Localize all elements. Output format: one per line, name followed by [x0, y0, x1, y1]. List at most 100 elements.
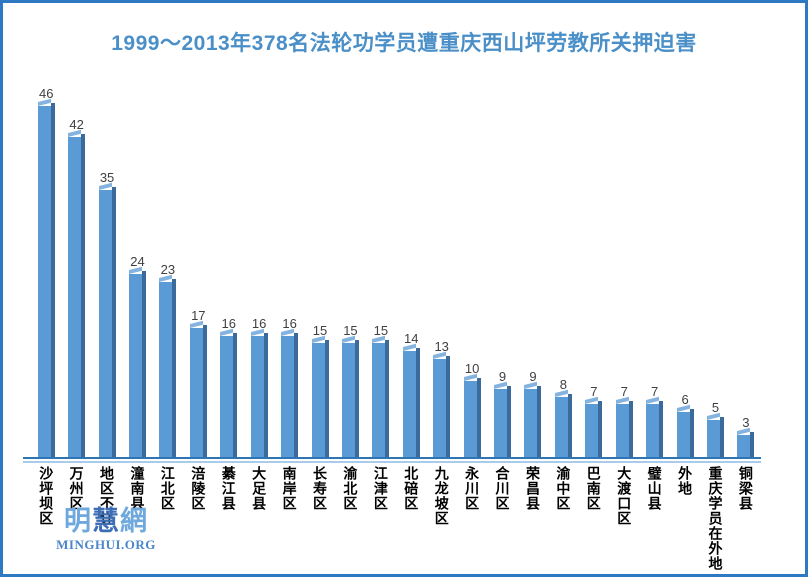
bar-side-face: [141, 271, 146, 458]
bar-column: 3: [731, 78, 761, 458]
category-label-column: 万州区: [61, 466, 91, 571]
bar-column: 13: [426, 78, 456, 458]
bar-front-face: [433, 359, 447, 458]
category-label: 万州区: [68, 466, 85, 511]
category-label-column: 荣昌县: [518, 466, 548, 571]
bar-column: 7: [639, 78, 669, 458]
bar: [128, 266, 146, 458]
category-label: 荣昌县: [524, 466, 541, 511]
bar-side-face: [294, 333, 299, 458]
bar-side-face: [719, 417, 724, 458]
bar-column: 7: [579, 78, 609, 458]
category-labels-row: 沙坪坝区 万州区 地区不详 潼南县 江北区 涪陵区 綦江县 大足县 南岸区 长寿区 渝北区 江津区 北碚…: [31, 466, 761, 571]
bar-top-face: [615, 396, 629, 404]
bar-front-face: [494, 389, 508, 458]
bar: [494, 381, 512, 458]
bar-value-label: 9: [529, 369, 537, 384]
category-label-column: 重庆学员在外地: [700, 466, 730, 571]
bar-side-face: [537, 386, 542, 458]
bar-value-label: 42: [69, 117, 84, 132]
bar: [676, 404, 694, 458]
bar-side-face: [202, 325, 207, 458]
category-label: 渝北区: [342, 466, 359, 511]
bar-front-face: [372, 343, 386, 458]
bar-value-label: 7: [590, 384, 598, 399]
bar-front-face: [98, 190, 112, 458]
bar: [706, 412, 724, 458]
bar-value-label: 17: [191, 308, 206, 323]
bar-value-label: 16: [251, 316, 267, 331]
bar-side-face: [81, 134, 86, 458]
minghui-url: MINGHUI.ORG: [56, 537, 156, 552]
category-label: 江北区: [159, 466, 176, 511]
bar-side-face: [598, 401, 603, 458]
category-label: 璧山县: [646, 466, 663, 511]
bar-top-face: [646, 396, 660, 404]
category-label: 北碚区: [403, 466, 420, 511]
bar-side-face: [659, 401, 664, 458]
bar-column: 16: [244, 78, 274, 458]
bar-side-face: [689, 409, 694, 458]
bar-front-face: [281, 336, 295, 458]
bar-column: 6: [670, 78, 700, 458]
bar-side-face: [507, 386, 512, 458]
bar-column: 16: [274, 78, 304, 458]
category-label-column: 綦江县: [214, 466, 244, 571]
bar-top-face: [706, 412, 720, 420]
bar-front-face: [646, 404, 660, 458]
category-label-column: 渝北区: [335, 466, 365, 571]
bar: [37, 98, 55, 458]
bar-value-label: 15: [312, 323, 328, 338]
category-label-column: 铜梁县: [731, 466, 761, 571]
bar-column: 46: [31, 78, 61, 458]
category-label: 外地: [677, 466, 694, 496]
bar-side-face: [50, 103, 55, 458]
bar: [615, 396, 633, 458]
bar-column: 9: [518, 78, 548, 458]
category-label-column: 永川区: [457, 466, 487, 571]
bar: [68, 129, 86, 458]
bar: [524, 381, 542, 458]
category-label-column: 江北区: [153, 466, 183, 571]
bar-side-face: [172, 279, 177, 458]
bar-front-face: [554, 397, 568, 458]
bar-top-face: [524, 381, 538, 389]
bar-side-face: [354, 340, 359, 458]
bar-side-face: [750, 432, 755, 458]
bar: [402, 343, 420, 458]
bar-side-face: [263, 333, 268, 458]
bar-side-face: [476, 378, 481, 458]
bar-value-label: 3: [742, 415, 750, 430]
bars-row: 46 42 35 24 23 17 16 16 16 15 15 15 14 13 10 9 9 8 7 7 7 6 5 3: [31, 78, 761, 458]
category-label: 南岸区: [281, 466, 298, 511]
category-label: 沙坪坝区: [38, 466, 55, 526]
bar-side-face: [111, 187, 116, 458]
bar-column: 10: [457, 78, 487, 458]
bar-top-face: [585, 396, 599, 404]
bar-column: 16: [214, 78, 244, 458]
bar-front-face: [68, 137, 82, 458]
category-label-column: 外地: [670, 466, 700, 571]
bar-front-face: [676, 412, 690, 458]
bar-value-label: 46: [38, 86, 54, 101]
minghui-logo: 明慧網 MINGHUI.ORG: [51, 507, 161, 553]
bar: [463, 373, 481, 458]
bar-front-face: [463, 381, 477, 458]
bar: [554, 389, 572, 458]
bar: [281, 328, 299, 458]
bar-front-face: [706, 420, 720, 458]
category-label: 綦江县: [220, 466, 237, 511]
logo-char-wang: 網: [120, 506, 148, 536]
bar-value-label: 9: [498, 369, 507, 384]
bar-top-face: [737, 427, 751, 435]
bar-side-face: [567, 394, 572, 458]
bar-value-label: 7: [651, 384, 659, 399]
x-axis-line: [23, 457, 761, 459]
category-label: 九龙坡区: [433, 466, 450, 526]
bar-column: 8: [548, 78, 578, 458]
bar-column: 7: [609, 78, 639, 458]
bar-front-face: [311, 343, 325, 458]
x-axis-shadow-line: [23, 461, 761, 463]
bar-value-label: 23: [160, 262, 176, 277]
